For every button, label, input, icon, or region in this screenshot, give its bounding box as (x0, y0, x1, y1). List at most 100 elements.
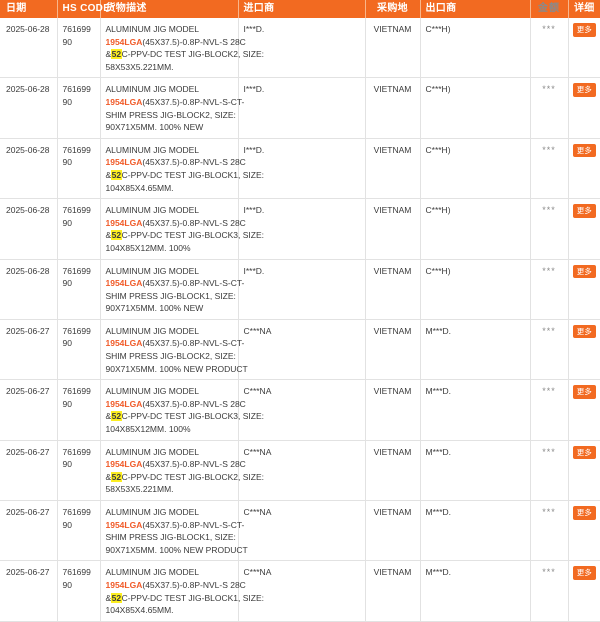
description-line: 104X85X4.65MM. (105, 182, 174, 193)
description-line: 1954LGA(45X37.5)-0.8P-NVL-S-CT- (105, 337, 245, 350)
cell-origin: VIETNAM (365, 198, 421, 260)
view-more-button[interactable]: 更多 (572, 324, 596, 339)
cell-exporter: C***H) (420, 259, 531, 320)
description-text: (45X37.5)-0.8P-NVL-S-CT- (142, 338, 245, 349)
cell-origin: VIETNAM (365, 77, 421, 139)
amount-masked-value: *** (542, 507, 556, 517)
cell-amount: *** (530, 500, 569, 562)
cell-hs-code: 76169990 (57, 440, 101, 502)
cell-amount: *** (530, 259, 569, 320)
column-header-description: 货物描述 (100, 0, 239, 18)
highlighted-term: 52 (111, 592, 122, 603)
cell-description: ALUMINUM JIG MODEL 1954LGA(45X37.5)-0.8P-… (100, 440, 264, 502)
cell-hs-code: 76169990 (57, 198, 101, 260)
view-more-button[interactable]: 更多 (572, 385, 596, 399)
description-text: C-PPV-DC TEST JIG-BLOCK1, SIZE: (121, 592, 264, 603)
table-row: 2025-06-27 76169990 ALUMINUM JIG MODEL 1954… (0, 560, 600, 622)
cell-description: ALUMINUM JIG MODEL 1954LGA(45X37.5)-0.8P-… (100, 198, 264, 260)
description-line: 90X71X5MM. 100% NEW (105, 122, 204, 133)
description-text: & (105, 411, 112, 422)
cell-date: 2025-06-28 (0, 138, 58, 200)
cell-exporter: C***H) (420, 198, 531, 260)
cell-origin: VIETNAM (365, 18, 421, 79)
amount-masked-value: *** (542, 446, 556, 457)
cell-detail: 更多 (568, 500, 600, 562)
cell-exporter: M***D. (420, 440, 531, 502)
view-more-button[interactable]: 更多 (572, 566, 596, 580)
description-text: (45X37.5)-0.8P-NVL-S 28C (142, 217, 246, 228)
description-line: ALUMINUM JIG MODEL (105, 386, 200, 397)
model-code: 1954LGA (105, 278, 143, 289)
view-more-button[interactable]: 更多 (572, 143, 596, 158)
view-more-button[interactable]: 更多 (572, 83, 596, 97)
cell-importer: I***D. (238, 259, 366, 320)
description-line: 1954LGA(45X37.5)-0.8P-NVL-S-CT- (105, 277, 245, 290)
column-header-importer: 进口商 (238, 0, 366, 18)
model-code: 1954LGA (105, 459, 143, 470)
cell-hs-code: 76169990 (57, 77, 101, 139)
description-line: 58X53X5.221MM. (105, 484, 174, 495)
description-line: ALUMINUM JIG MODEL (105, 205, 200, 216)
description-line: ALUMINUM JIG MODEL (105, 507, 200, 517)
description-line: 1954LGA(45X37.5)-0.8P-NVL-S 28C (105, 217, 246, 230)
cell-origin: VIETNAM (365, 259, 421, 320)
cell-date: 2025-06-27 (0, 500, 58, 562)
cell-description: ALUMINUM JIG MODEL 1954LGA(45X37.5)-0.8P-… (100, 319, 248, 381)
cell-hs-code: 76169990 (57, 259, 101, 320)
view-more-button[interactable]: 更多 (572, 23, 596, 37)
description-text: C-PPV-DC TEST JIG-BLOCK3, SIZE: (121, 230, 264, 241)
view-more-button[interactable]: 更多 (572, 445, 596, 460)
cell-exporter: C***H) (420, 77, 531, 139)
cell-description: ALUMINUM JIG MODEL 1954LGA(45X37.5)-0.8P-… (100, 379, 264, 441)
description-line: ALUMINUM JIG MODEL (105, 24, 200, 34)
cell-origin: VIETNAM (365, 319, 421, 381)
description-line: SHIM PRESS JIG-BLOCK1, SIZE: (105, 532, 236, 543)
cell-hs-code: 76169990 (57, 500, 101, 562)
cell-amount: *** (530, 440, 569, 502)
description-line: 90X71X5MM. 100% NEW (105, 303, 204, 314)
amount-masked-value: *** (542, 144, 556, 155)
description-line: 104X85X12MM. 100% (105, 424, 191, 435)
cell-importer: C***NA (238, 500, 366, 562)
cell-importer: C***NA (238, 379, 366, 441)
description-text: C-PPV-DC TEST JIG-BLOCK1, SIZE: (121, 169, 264, 180)
cell-exporter: C***H) (420, 18, 531, 79)
highlighted-term: 52 (111, 49, 122, 60)
description-text: & (105, 471, 112, 482)
description-line: &52C-PPV-DC TEST JIG-BLOCK1, SIZE: (105, 592, 264, 605)
cell-date: 2025-06-27 (0, 379, 58, 441)
view-more-button[interactable]: 更多 (572, 204, 596, 218)
description-text: (45X37.5)-0.8P-NVL-S 28C (142, 157, 246, 168)
cell-origin: VIETNAM (365, 500, 421, 562)
table-row: 2025-06-27 76169990 ALUMINUM JIG MODEL 1954… (0, 440, 600, 502)
cell-amount: *** (530, 18, 569, 79)
description-line: ALUMINUM JIG MODEL (105, 567, 200, 578)
description-text: & (105, 592, 112, 603)
table-header: 日期 HS CODE 货物描述 进口商 采购地 出口商 金额 详细 (0, 0, 600, 18)
cell-date: 2025-06-28 (0, 18, 58, 79)
description-line: 1954LGA(45X37.5)-0.8P-NVL-S 28C (106, 156, 246, 169)
cell-description: ALUMINUM JIG MODEL 1954LGA(45X37.5)-0.8P-… (100, 77, 245, 139)
cell-importer: C***NA (238, 319, 366, 381)
cell-importer: C***NA (238, 560, 366, 622)
cell-hs-code: 76169990 (57, 560, 101, 622)
cell-origin: VIETNAM (365, 440, 421, 502)
description-line: &52C-PPV-DC TEST JIG-BLOCK1, SIZE: (106, 169, 264, 182)
cell-description: ALUMINUM JIG MODEL 1954LGA(45X37.5)-0.8P-… (100, 560, 264, 622)
model-code: 1954LGA (105, 217, 143, 228)
view-more-button[interactable]: 更多 (572, 506, 596, 520)
cell-detail: 更多 (568, 259, 600, 320)
description-line: 1954LGA(45X37.5)-0.8P-NVL-S-CT- (106, 96, 245, 109)
cell-detail: 更多 (568, 138, 600, 200)
model-code: 1954LGA (105, 36, 143, 47)
description-line: 1954LGA(45X37.5)-0.8P-NVL-S 28C (106, 398, 246, 411)
model-code: 1954LGA (105, 338, 143, 349)
highlighted-term: 52 (111, 169, 122, 180)
description-text: (45X37.5)-0.8P-NVL-S 28C (142, 579, 246, 590)
description-line: 58X53X5.221MM. (105, 61, 174, 72)
description-text: & (105, 230, 112, 241)
cell-exporter: M***D. (420, 379, 531, 441)
description-text: C-PPV-DC TEST JIG-BLOCK3, SIZE: (121, 411, 264, 422)
view-more-button[interactable]: 更多 (572, 264, 596, 278)
